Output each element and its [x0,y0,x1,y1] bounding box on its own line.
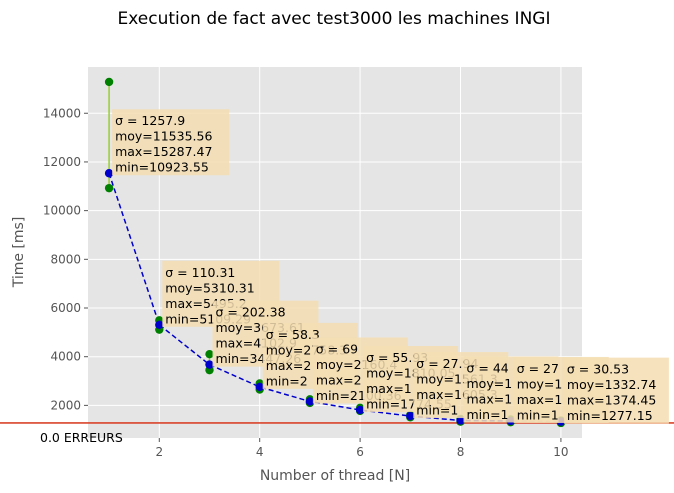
y-ticks: 2000 4000 6000 8000 10000 12000 14000 [43,106,88,412]
annotation-line: min=1 [416,403,458,418]
annotation-line: σ = 110.31 [165,265,235,280]
mean-point [104,169,114,178]
mean-point [456,416,465,425]
max-point [205,349,214,359]
x-ticks: 2 4 6 8 10 [155,438,569,459]
annotation-line: σ = 44 [467,360,509,375]
annotation-line: min=1 [467,407,509,422]
mean-point [205,360,214,369]
annotation-line: σ = 27.94 [416,356,478,371]
annotation-line: σ = 27 [517,361,559,376]
annotation-line: σ = 58.3 [266,327,320,342]
annotation-line: min=10923.55 [115,160,209,175]
annotations: σ = 1257.9moy=11535.56max=15287.47min=10… [112,109,669,424]
x-tick-label: 4 [256,445,264,459]
annotation-line: moy=5310.31 [165,280,254,295]
annotation-line: σ = 1257.9 [115,113,185,128]
chart-title: Execution de fact avec test3000 les mach… [118,9,551,29]
x-tick-label: 10 [553,445,568,459]
x-tick-label: 8 [457,445,465,459]
annotation-line: max=1 [366,381,412,396]
mean-point [355,405,365,415]
annotation-line: min=2 [266,373,308,388]
annotation-line: max=1 [467,391,513,406]
annotation: σ = 30.53moy=1332.74max=1374.45min=1277.… [563,357,669,424]
y-tick-label: 2000 [50,398,81,412]
annotation-line: max=1374.45 [567,393,656,408]
annotation-line: moy=1332.74 [567,377,656,392]
annotation-line: σ = 202.38 [215,305,285,320]
annotation-box [112,109,230,176]
mean-point [155,320,164,329]
annotation-line: max=2 [266,358,312,373]
annotation-line: max=15287.47 [115,144,212,159]
error-label: 0.0 ERREURS [40,430,123,445]
y-tick-label: 6000 [50,301,81,315]
y-axis-label: Time [ms] [11,217,27,289]
annotation-line: moy=1 [517,376,563,391]
annotation-line: min=1 [517,407,559,422]
y-tick-label: 10000 [43,204,81,218]
annotation-line: σ = 69 [316,341,358,356]
annotation-line: max=2 [316,372,362,387]
annotation: σ = 1257.9moy=11535.56max=15287.47min=10… [112,109,230,176]
annotation-line: max=1 [517,392,563,407]
y-tick-label: 12000 [43,155,81,169]
x-tick-label: 6 [356,445,364,459]
annotation-line: moy=11535.56 [115,129,212,144]
mean-point [305,397,315,406]
y-tick-label: 14000 [43,106,81,120]
max-point [104,77,114,87]
y-tick-label: 4000 [50,350,81,364]
annotation-line: moy=1 [467,376,513,391]
min-point [104,183,114,193]
x-axis-label: Number of thread [N] [260,468,410,484]
annotation-line: σ = 30.53 [567,362,629,377]
annotation-line: σ = 55.93 [366,350,428,365]
annotation-line: min=1277.15 [567,408,653,423]
mean-point [406,411,415,421]
mean-point [255,382,264,392]
annotation-box [563,357,669,424]
y-tick-label: 8000 [50,252,81,266]
x-tick-label: 2 [155,445,163,459]
